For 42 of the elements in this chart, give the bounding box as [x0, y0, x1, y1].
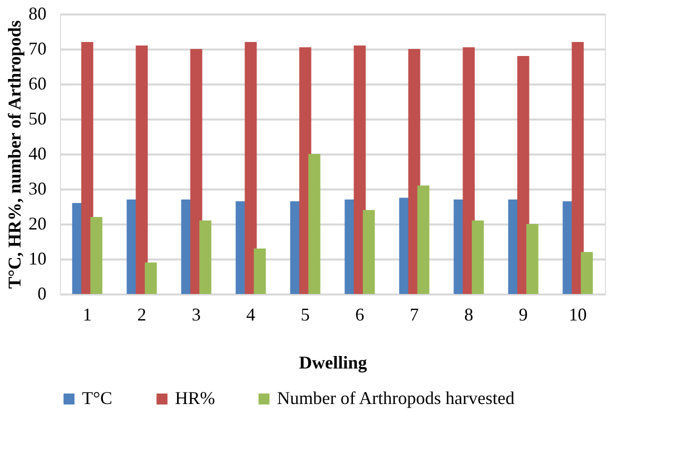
bar [462, 47, 475, 294]
x-tick-label: 9 [518, 304, 528, 324]
bar [417, 186, 430, 294]
bar [526, 224, 538, 294]
bar [354, 46, 366, 294]
bar [136, 46, 148, 294]
bar [362, 210, 375, 294]
y-tick-label: 20 [28, 214, 46, 234]
y-tick-label: 10 [28, 248, 46, 268]
y-tick-label: 0 [38, 284, 46, 304]
bar [472, 220, 484, 294]
y-tick-label: 60 [28, 74, 46, 94]
bar [81, 42, 94, 294]
y-tick-label: 30 [28, 178, 46, 198]
legend-label: T°C [82, 388, 112, 408]
bar [517, 56, 530, 294]
x-tick-label: 6 [355, 304, 364, 324]
x-tick-label: 3 [192, 304, 201, 324]
x-tick-label: 8 [464, 304, 474, 324]
bar [244, 42, 257, 294]
x-tick-label: 4 [246, 304, 256, 324]
bar [580, 252, 593, 294]
legend-label: Number of Arthropods harvested [277, 388, 514, 408]
bar [308, 154, 320, 294]
bar [90, 217, 102, 294]
x-axis-title: Dwelling [298, 352, 368, 372]
bar [199, 220, 212, 294]
x-tick-label: 10 [568, 304, 587, 324]
legend-label: HR% [175, 388, 216, 408]
y-tick-label: 80 [28, 4, 46, 24]
x-tick-label: 5 [300, 304, 310, 324]
y-tick-label: 40 [28, 144, 46, 164]
y-tick-label: 50 [28, 108, 46, 128]
x-tick-label: 1 [82, 304, 92, 324]
x-tick-label: 2 [137, 304, 146, 324]
y-axis-title: T°C, HR%, number of Arthropods [4, 20, 24, 289]
bar [144, 262, 157, 294]
x-tick-label: 7 [410, 304, 419, 324]
bar [190, 49, 202, 294]
bar [254, 248, 266, 294]
y-tick-label: 70 [28, 38, 46, 58]
bar [572, 42, 584, 294]
